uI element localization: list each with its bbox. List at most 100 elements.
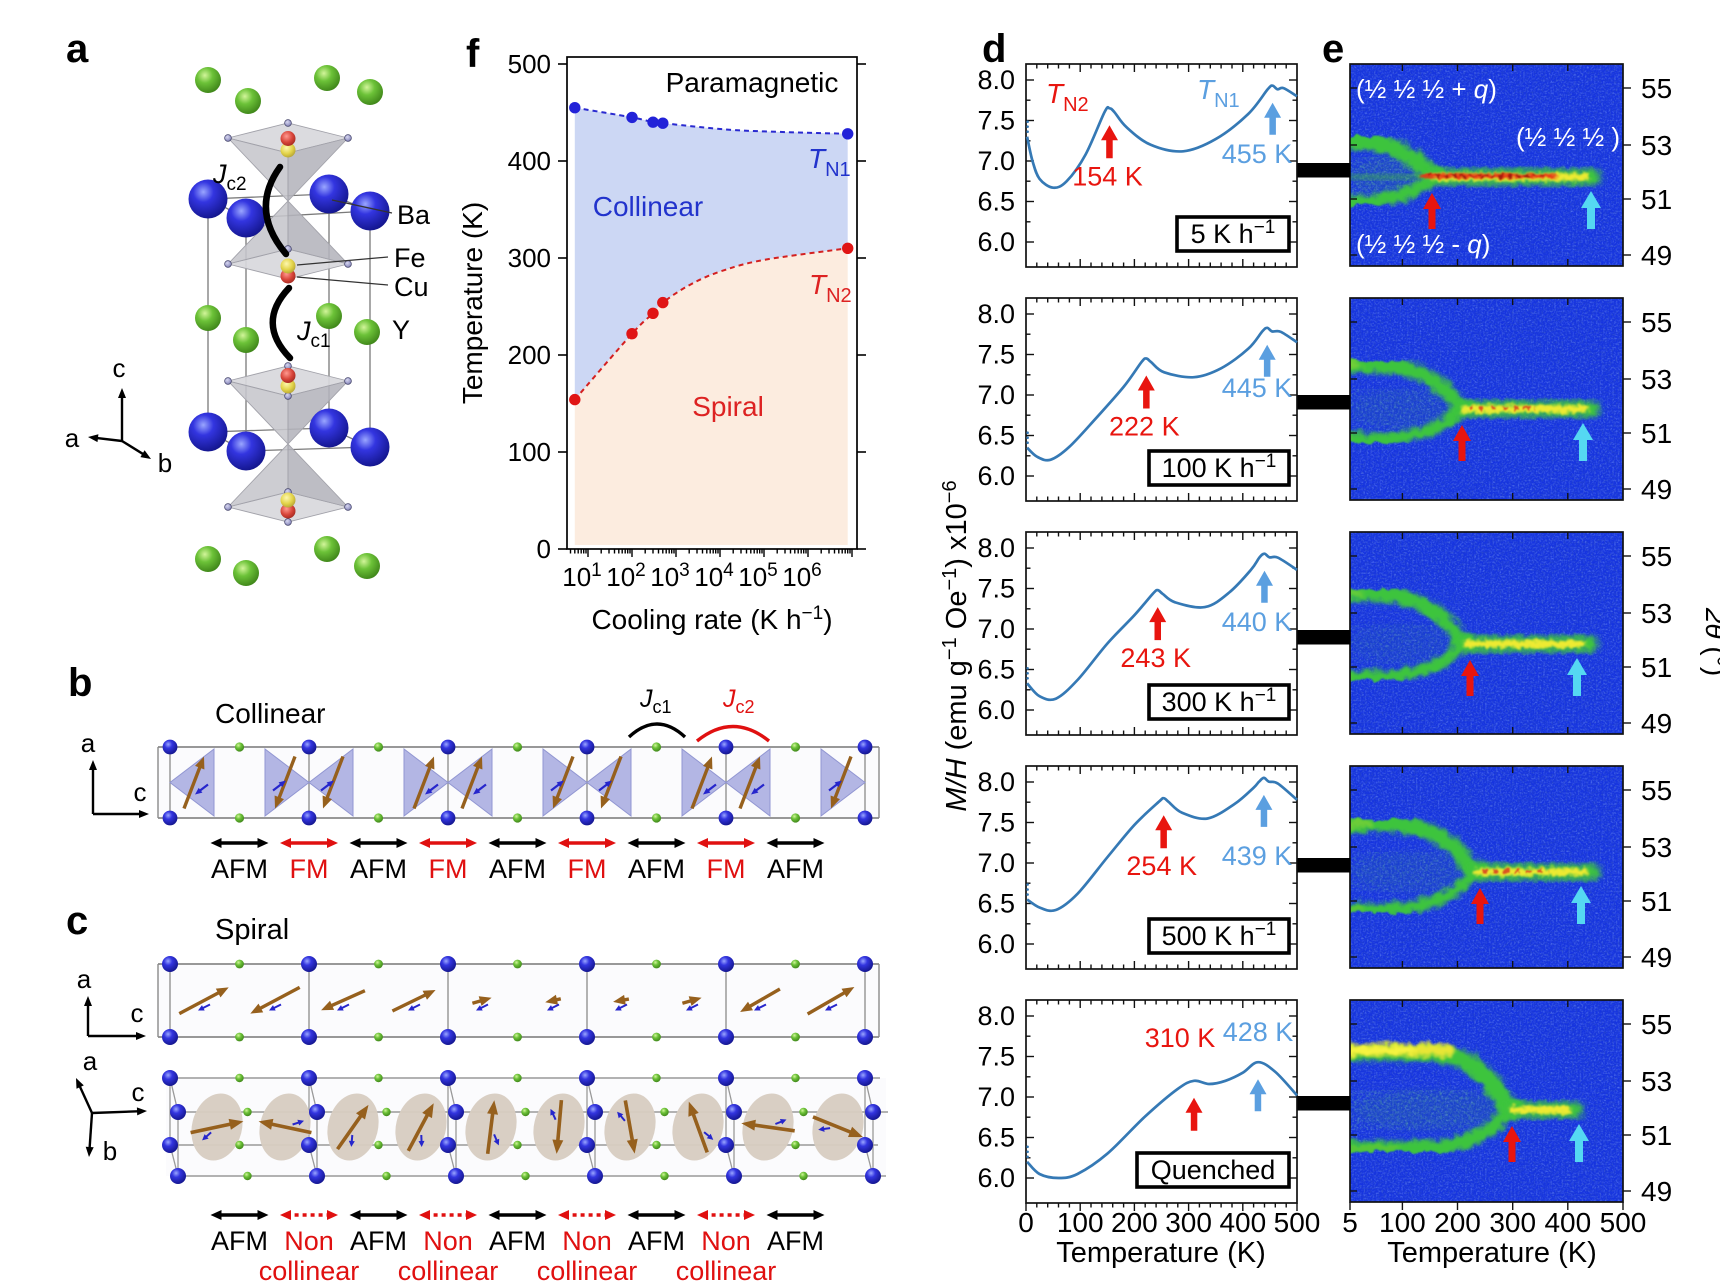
svg-text:7.5: 7.5	[977, 808, 1015, 838]
svg-text:6.0: 6.0	[977, 695, 1015, 725]
svg-text:AFM: AFM	[767, 1226, 824, 1256]
svg-text:100: 100	[508, 437, 551, 467]
svg-text:FM: FM	[707, 854, 746, 884]
svg-text:8.0: 8.0	[977, 767, 1015, 797]
svg-text:55: 55	[1641, 307, 1672, 338]
svg-text:a: a	[77, 964, 92, 994]
svg-text:300: 300	[508, 243, 551, 273]
svg-text:200: 200	[1111, 1207, 1158, 1238]
svg-text:51: 51	[1641, 652, 1672, 683]
svg-text:Non: Non	[284, 1226, 334, 1256]
svg-text:Non: Non	[423, 1226, 473, 1256]
svg-text:a: a	[66, 27, 89, 71]
svg-text:7.0: 7.0	[977, 848, 1015, 878]
svg-text:51: 51	[1641, 1120, 1672, 1151]
svg-text:55: 55	[1641, 1009, 1672, 1040]
svg-text:51: 51	[1641, 886, 1672, 917]
svg-text:222 K: 222 K	[1109, 412, 1180, 442]
svg-text:Temperature (K): Temperature (K)	[1387, 1237, 1597, 1269]
svg-text:310 K: 310 K	[1145, 1023, 1216, 1053]
svg-text:53: 53	[1641, 364, 1672, 395]
svg-text:6.5: 6.5	[977, 655, 1015, 685]
svg-text:Spiral: Spiral	[692, 391, 764, 422]
svg-text:6.5: 6.5	[977, 1123, 1015, 1153]
svg-text:Non: Non	[701, 1226, 751, 1256]
svg-text:collinear: collinear	[676, 1256, 777, 1281]
svg-text:53: 53	[1641, 130, 1672, 161]
svg-text:6.0: 6.0	[977, 461, 1015, 491]
svg-text:collinear: collinear	[537, 1256, 638, 1281]
svg-text:55: 55	[1641, 541, 1672, 572]
svg-text:6.0: 6.0	[977, 1163, 1015, 1193]
svg-text:Collinear: Collinear	[215, 698, 326, 729]
svg-text:51: 51	[1641, 418, 1672, 449]
svg-text:7.0: 7.0	[977, 1082, 1015, 1112]
svg-text:(½ ½ ½ - q): (½ ½ ½ - q)	[1356, 229, 1490, 259]
svg-text:7.5: 7.5	[977, 340, 1015, 370]
svg-text:b: b	[103, 1136, 117, 1166]
svg-text:Fe: Fe	[394, 243, 426, 273]
svg-text:AFM: AFM	[350, 854, 407, 884]
svg-text:500: 500	[1274, 1207, 1321, 1238]
svg-text:6.5: 6.5	[977, 421, 1015, 451]
svg-text:100: 100	[1379, 1207, 1426, 1238]
svg-text:49: 49	[1641, 942, 1672, 973]
svg-text:b: b	[158, 448, 172, 478]
svg-text:AFM: AFM	[628, 1226, 685, 1256]
svg-text:8.0: 8.0	[977, 1001, 1015, 1031]
svg-text:Quenched: Quenched	[1151, 1155, 1276, 1185]
svg-text:49: 49	[1641, 1176, 1672, 1207]
svg-text:254 K: 254 K	[1126, 851, 1197, 881]
svg-text:53: 53	[1641, 832, 1672, 863]
svg-text:49: 49	[1641, 240, 1672, 271]
svg-text:154 K: 154 K	[1072, 161, 1143, 191]
svg-text:439 K: 439 K	[1222, 841, 1293, 871]
svg-text:53: 53	[1641, 598, 1672, 629]
svg-text:Non: Non	[562, 1226, 612, 1256]
svg-text:428 K: 428 K	[1223, 1017, 1294, 1047]
svg-text:Spiral: Spiral	[215, 914, 289, 946]
svg-text:c: c	[132, 1077, 145, 1107]
svg-text:5: 5	[1342, 1207, 1358, 1238]
svg-text:243 K: 243 K	[1120, 643, 1191, 673]
svg-text:51: 51	[1641, 184, 1672, 215]
svg-text:c: c	[134, 777, 147, 807]
svg-text:6.5: 6.5	[977, 889, 1015, 919]
svg-text:Ba: Ba	[397, 200, 431, 230]
svg-text:53: 53	[1641, 1066, 1672, 1097]
svg-text:c: c	[113, 353, 126, 383]
svg-text:f: f	[466, 32, 480, 76]
svg-text:400: 400	[1219, 1207, 1266, 1238]
svg-text:440 K: 440 K	[1222, 607, 1293, 637]
svg-text:455 K: 455 K	[1222, 139, 1293, 169]
svg-text:Temperature (K): Temperature (K)	[457, 202, 488, 404]
svg-text:c: c	[66, 899, 88, 943]
svg-text:(½ ½ ½ ): (½ ½ ½ )	[1516, 122, 1620, 152]
svg-text:200: 200	[508, 340, 551, 370]
svg-text:300: 300	[1489, 1207, 1536, 1238]
svg-text:Paramagnetic: Paramagnetic	[666, 67, 839, 98]
svg-text:0: 0	[537, 534, 551, 564]
svg-text:AFM: AFM	[628, 854, 685, 884]
svg-text:b: b	[68, 661, 92, 705]
svg-text:(½ ½ ½ + q): (½ ½ ½ + q)	[1356, 74, 1497, 104]
svg-text:300: 300	[1165, 1207, 1212, 1238]
svg-text:AFM: AFM	[211, 1226, 268, 1256]
svg-text:0: 0	[1018, 1207, 1034, 1238]
svg-text:8.0: 8.0	[977, 533, 1015, 563]
svg-text:2θ (°): 2θ (°)	[1700, 607, 1720, 676]
svg-text:8.0: 8.0	[977, 299, 1015, 329]
svg-text:Collinear: Collinear	[593, 191, 704, 222]
svg-text:Y: Y	[392, 315, 410, 345]
svg-text:collinear: collinear	[398, 1256, 499, 1281]
svg-text:100: 100	[1057, 1207, 1104, 1238]
svg-text:200: 200	[1434, 1207, 1481, 1238]
svg-text:AFM: AFM	[767, 854, 824, 884]
svg-text:Cu: Cu	[394, 272, 429, 302]
svg-text:collinear: collinear	[259, 1256, 360, 1281]
svg-text:e: e	[1322, 27, 1344, 71]
svg-text:a: a	[83, 1046, 98, 1076]
svg-text:6.0: 6.0	[977, 227, 1015, 257]
svg-text:Temperature (K): Temperature (K)	[1056, 1237, 1266, 1269]
svg-text:6.0: 6.0	[977, 929, 1015, 959]
